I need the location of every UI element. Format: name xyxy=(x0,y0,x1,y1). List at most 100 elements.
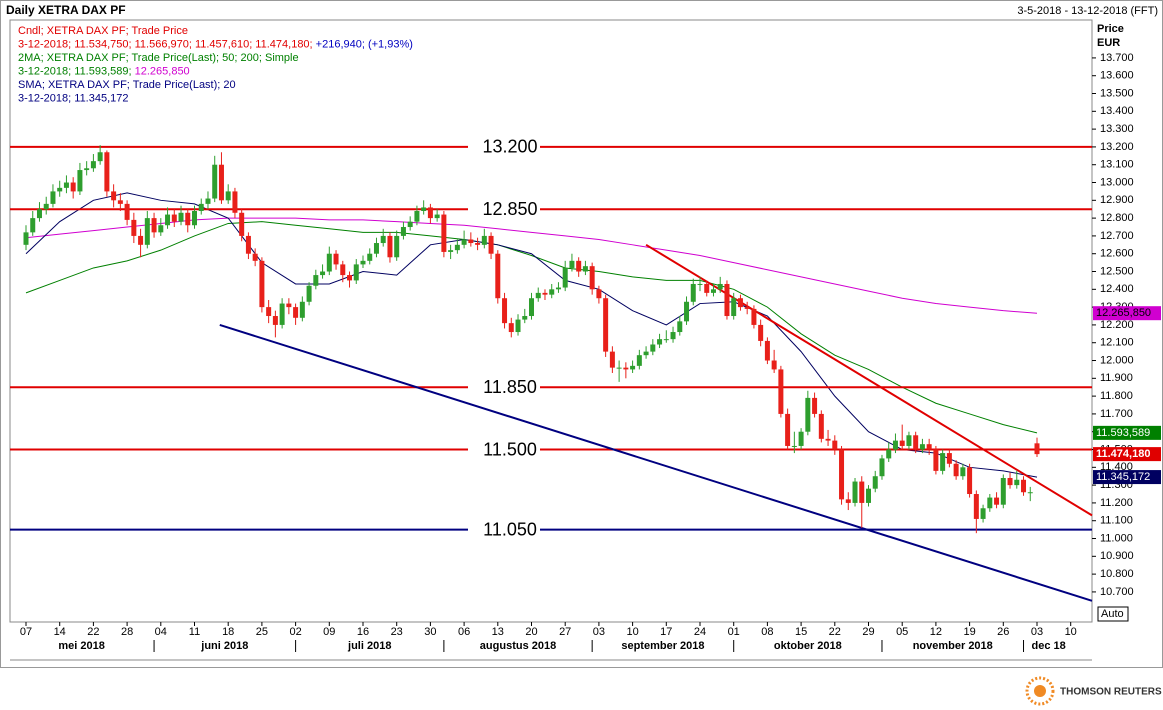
candle-body xyxy=(353,264,359,281)
candle-body xyxy=(717,283,723,290)
candle-body xyxy=(158,225,164,233)
x-tick-label: 24 xyxy=(694,626,706,638)
x-tick-label: 03 xyxy=(1031,626,1043,638)
candle-body xyxy=(852,481,858,503)
candle-body xyxy=(407,221,413,228)
x-tick-label: 13 xyxy=(492,626,504,638)
candle-body xyxy=(192,210,197,226)
candle-body xyxy=(475,243,481,245)
candle-body xyxy=(286,303,292,308)
month-label: oktober 2018 xyxy=(774,640,842,652)
candle-body xyxy=(171,214,177,222)
value-box xyxy=(1093,306,1161,321)
candle-body xyxy=(70,182,76,192)
x-tick-label: 23 xyxy=(391,626,403,638)
candle-body xyxy=(758,324,764,341)
x-tick-label: 17 xyxy=(660,626,672,638)
candle-body xyxy=(441,214,447,252)
candle-body xyxy=(791,445,797,447)
candle-body xyxy=(980,508,986,519)
candle-body xyxy=(818,413,824,439)
y-tick-label: 10.800 xyxy=(1100,568,1134,580)
candle-body xyxy=(205,198,211,204)
y-tick-label: 11.700 xyxy=(1100,408,1133,420)
value-box xyxy=(1093,425,1161,440)
candle-body xyxy=(151,218,157,233)
candle-body xyxy=(198,203,204,211)
candle-body xyxy=(630,365,636,370)
candle-body xyxy=(1034,443,1040,455)
candle-body xyxy=(212,164,218,199)
month-label: september 2018 xyxy=(621,640,704,652)
legend-text: Cndl; XETRA DAX PF; Trade Price xyxy=(18,25,188,37)
y-tick-label: 13.500 xyxy=(1100,87,1134,99)
moving-average xyxy=(25,192,1038,478)
level-label-bg xyxy=(468,438,540,461)
x-tick-label: 19 xyxy=(963,626,975,638)
legend-entry: 2MA; XETRA DAX PF; Trade Price(Last); 50… xyxy=(18,52,299,64)
x-tick-label: 09 xyxy=(323,626,335,638)
candle-body xyxy=(461,239,467,245)
x-tick-label: 01 xyxy=(728,626,740,638)
value-box-label: 11.474,180 xyxy=(1096,448,1150,460)
level-label-bg xyxy=(468,518,540,541)
candle-body xyxy=(731,298,737,317)
y-tick-label: 11.000 xyxy=(1100,532,1133,544)
y-tick-label: 12.900 xyxy=(1100,194,1134,206)
candle-body xyxy=(306,285,312,302)
x-tick-label: 06 xyxy=(458,626,470,638)
candle-body xyxy=(481,235,487,245)
candle-body xyxy=(218,164,224,201)
candle-body xyxy=(225,191,231,201)
x-tick-label: 30 xyxy=(424,626,436,638)
candle-body xyxy=(839,449,845,500)
legend-text: SMA; XETRA DAX PF; Trade Price(Last); 20 xyxy=(18,79,236,91)
candle-body xyxy=(643,351,649,356)
candle-body xyxy=(603,298,609,352)
legend-text: 12.265,850 xyxy=(135,65,190,77)
candle-body xyxy=(589,266,595,290)
y-tick-label: 13.200 xyxy=(1100,141,1134,153)
candle-body xyxy=(30,218,36,233)
trendline xyxy=(219,323,1093,602)
x-tick-label: 26 xyxy=(997,626,1009,638)
candle-body xyxy=(825,438,831,441)
value-box xyxy=(1093,470,1161,485)
logo xyxy=(1025,676,1055,706)
candle-body xyxy=(785,413,791,446)
candle-body xyxy=(36,209,42,219)
legend-text: 2MA; XETRA DAX PF; Trade Price(Last); 50… xyxy=(18,52,299,64)
y-tick-label: 12.100 xyxy=(1100,337,1134,349)
candle-body xyxy=(744,307,750,309)
candle-body xyxy=(812,397,818,414)
level-label-bg xyxy=(468,135,540,158)
x-tick-label: 03 xyxy=(593,626,605,638)
x-tick-label: 22 xyxy=(87,626,99,638)
x-tick-label: 04 xyxy=(155,626,167,638)
candle-body xyxy=(933,449,939,471)
candle-body xyxy=(367,253,373,261)
candle-body xyxy=(879,458,885,477)
candle-body xyxy=(380,235,386,244)
value-box xyxy=(1093,447,1161,462)
y-tick-label: 13.400 xyxy=(1100,105,1134,117)
axis-title: EUR xyxy=(1097,37,1120,49)
legend-entry: Cndl; XETRA DAX PF; Trade Price xyxy=(18,25,188,37)
y-tick-label: 13.700 xyxy=(1100,52,1134,64)
x-tick-label: 07 xyxy=(20,626,32,638)
candle-body xyxy=(57,187,63,192)
level-label-bg xyxy=(468,376,540,399)
y-tick-label: 12.400 xyxy=(1100,283,1134,295)
candle-body xyxy=(609,351,615,368)
y-tick-label: 13.600 xyxy=(1100,70,1134,82)
candle-body xyxy=(448,250,454,252)
candle-body xyxy=(535,292,541,299)
y-tick-label: 13.300 xyxy=(1100,123,1134,135)
x-tick-label: 22 xyxy=(829,626,841,638)
candle-body xyxy=(946,453,952,464)
candle-body xyxy=(886,449,892,459)
candle-body xyxy=(326,253,332,272)
value-box-label: 11.593,589 xyxy=(1096,427,1150,439)
candle-body xyxy=(320,271,326,276)
x-tick-label: 25 xyxy=(256,626,268,638)
